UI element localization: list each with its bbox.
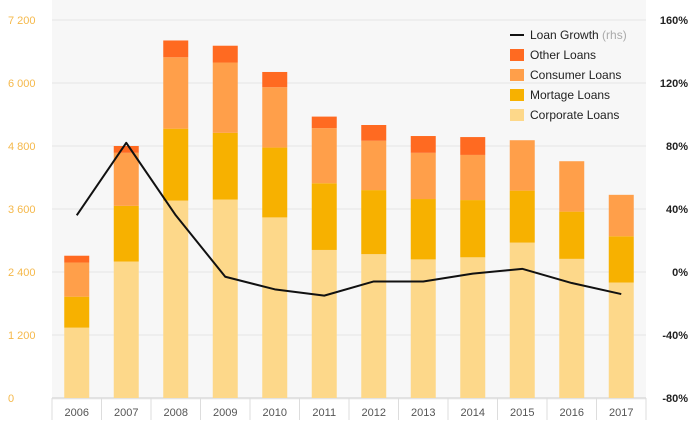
bar-segment: [361, 140, 387, 191]
bar-segment: [212, 62, 238, 133]
bar-segment: [460, 257, 486, 398]
bar-segment: [608, 194, 634, 237]
x-tick-label: 2015: [510, 407, 534, 419]
legend-swatch: [510, 49, 524, 61]
bar-segment: [361, 125, 387, 141]
bar-segment: [559, 161, 585, 212]
y-right-tick-label: 0%: [672, 267, 688, 279]
bar-segment: [311, 183, 337, 250]
legend-swatch: [510, 69, 524, 81]
bar-segment: [163, 40, 189, 58]
bar-segment: [509, 190, 535, 243]
bar-segment: [262, 71, 288, 88]
legend-swatch: [510, 89, 524, 101]
bar-segment: [361, 254, 387, 398]
bar-segment: [460, 154, 486, 201]
legend-swatch: [510, 109, 524, 121]
x-tick-label: 2012: [362, 407, 386, 419]
bar-segment: [113, 261, 139, 398]
bar-segment: [311, 128, 337, 184]
bar-segment: [113, 152, 139, 206]
plot-background: [52, 0, 646, 400]
bar-segment: [113, 146, 139, 153]
legend-rhs-suffix: (rhs): [602, 28, 627, 42]
bar-segment: [509, 242, 535, 398]
bar-segment: [509, 140, 535, 191]
bar-segment: [163, 200, 189, 398]
x-tick-label: 2013: [411, 407, 435, 419]
y-left-tick-label: 1 200: [8, 330, 36, 342]
bar-segment: [311, 249, 337, 398]
x-tick-label: 2016: [560, 407, 584, 419]
y-right-tick-label: -40%: [662, 330, 688, 342]
bar-segment: [460, 200, 486, 258]
y-left-tick-label: 2 400: [8, 267, 36, 279]
x-tick-label: 2014: [461, 407, 485, 419]
bar-segment: [460, 137, 486, 155]
bar-segment: [163, 57, 189, 129]
bar-segment: [64, 255, 90, 263]
bar-segment: [311, 116, 337, 129]
y-left-tick-label: 7 200: [8, 15, 36, 27]
x-tick-label: 2006: [65, 407, 89, 419]
bar-segment: [262, 217, 288, 398]
y-left-tick-label: 3 600: [8, 204, 36, 216]
legend-label: Mortage Loans: [530, 88, 610, 102]
bar-segment: [64, 296, 90, 328]
legend-label: Loan Growth (rhs): [530, 28, 627, 42]
bar-segment: [163, 128, 189, 201]
x-tick-label: 2011: [312, 407, 336, 419]
x-tick-label: 2017: [609, 407, 633, 419]
legend-label-text: Loan Growth: [530, 28, 602, 42]
bar-segment: [608, 236, 634, 283]
bar-segment: [212, 199, 238, 398]
y-right-tick-label: 40%: [666, 204, 688, 216]
bar-segment: [608, 282, 634, 398]
bar-segment: [64, 327, 90, 398]
bar-segment: [262, 147, 288, 218]
y-right-tick-label: 80%: [666, 141, 688, 153]
y-right-tick-label: -80%: [662, 393, 688, 405]
legend: Loan Growth (rhs) Other Loans Consumer Loa…: [510, 28, 627, 122]
loan-growth-line: [75, 141, 622, 297]
bar-segment: [361, 190, 387, 255]
y-left-tick-label: 4 800: [8, 141, 36, 153]
y-right-tick-label: 120%: [660, 78, 688, 90]
bar-segment: [64, 262, 90, 297]
bar-segment: [262, 87, 288, 148]
legend-label: Corporate Loans: [530, 108, 619, 122]
bar-segment: [410, 259, 436, 398]
bar-segment: [410, 152, 436, 200]
bar-segment: [559, 211, 585, 259]
y-right-tick-label: 160%: [660, 15, 688, 27]
x-tick-label: 2007: [114, 407, 138, 419]
bar-segment: [113, 205, 139, 262]
y-left-tick-label: 6 000: [8, 78, 36, 90]
x-tick-label: 2008: [164, 407, 188, 419]
x-tick-label: 2010: [263, 407, 287, 419]
y-left-tick-label: 0: [8, 393, 14, 405]
x-tick-label: 2009: [213, 407, 237, 419]
legend-label: Other Loans: [530, 48, 596, 62]
bar-segment: [410, 199, 436, 260]
bar-segment: [212, 132, 238, 200]
legend-label: Consumer Loans: [530, 68, 621, 82]
bar-segment: [212, 45, 238, 63]
bar-segment: [410, 136, 436, 153]
